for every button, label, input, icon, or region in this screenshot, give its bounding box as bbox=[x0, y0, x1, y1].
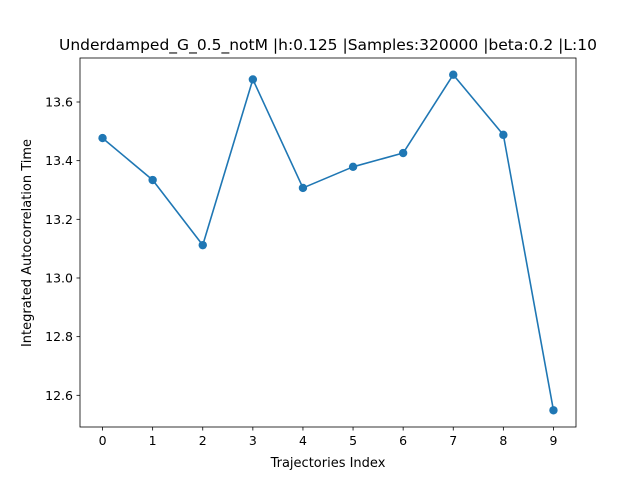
x-tick-label: 7 bbox=[449, 433, 457, 448]
y-tick-label: 12.8 bbox=[45, 329, 73, 344]
y-tick-label: 12.6 bbox=[45, 388, 73, 403]
x-tick-label: 0 bbox=[99, 433, 107, 448]
y-tick-label: 13.0 bbox=[45, 270, 73, 285]
y-tick-label: 13.6 bbox=[45, 94, 73, 109]
x-tick-label: 8 bbox=[499, 433, 507, 448]
x-axis-ticks: 0 1 2 3 4 5 6 7 8 9 bbox=[99, 427, 557, 448]
y-axis-label: Integrated Autocorrelation Time bbox=[20, 139, 35, 347]
data-point bbox=[398, 148, 408, 158]
data-point bbox=[499, 130, 508, 140]
x-tick-label: 6 bbox=[399, 433, 407, 448]
chart-title: Underdamped_G_0.5_notM |h:0.125 |Samples… bbox=[59, 36, 597, 55]
x-tick-label: 4 bbox=[299, 433, 307, 448]
y-tick-label: 13.4 bbox=[45, 153, 73, 168]
x-tick-label: 1 bbox=[149, 433, 157, 448]
data-point bbox=[148, 175, 157, 185]
y-axis-ticks: 12.6 12.8 13.0 13.2 13.4 13.6 bbox=[45, 94, 80, 403]
y-tick-label: 13.2 bbox=[45, 212, 73, 227]
plot-area: 12.6 12.8 13.0 13.2 13.4 13.6 0 1 2 3 4 5 6 7 8 9 bbox=[45, 57, 577, 448]
data-point bbox=[298, 183, 308, 193]
series-layer bbox=[98, 70, 558, 415]
x-axis-label: Trajectories Index bbox=[270, 456, 386, 471]
data-point bbox=[98, 133, 107, 143]
x-tick-label: 5 bbox=[349, 433, 357, 448]
x-tick-label: 2 bbox=[199, 433, 207, 448]
data-point bbox=[248, 75, 258, 84]
data-point bbox=[449, 70, 458, 79]
data-point bbox=[549, 406, 558, 415]
series-line bbox=[102, 73, 555, 411]
data-point bbox=[198, 240, 207, 250]
x-tick-label: 3 bbox=[249, 433, 257, 448]
data-point bbox=[348, 162, 358, 172]
axes-frame bbox=[79, 57, 577, 428]
x-tick-label: 9 bbox=[549, 433, 557, 448]
